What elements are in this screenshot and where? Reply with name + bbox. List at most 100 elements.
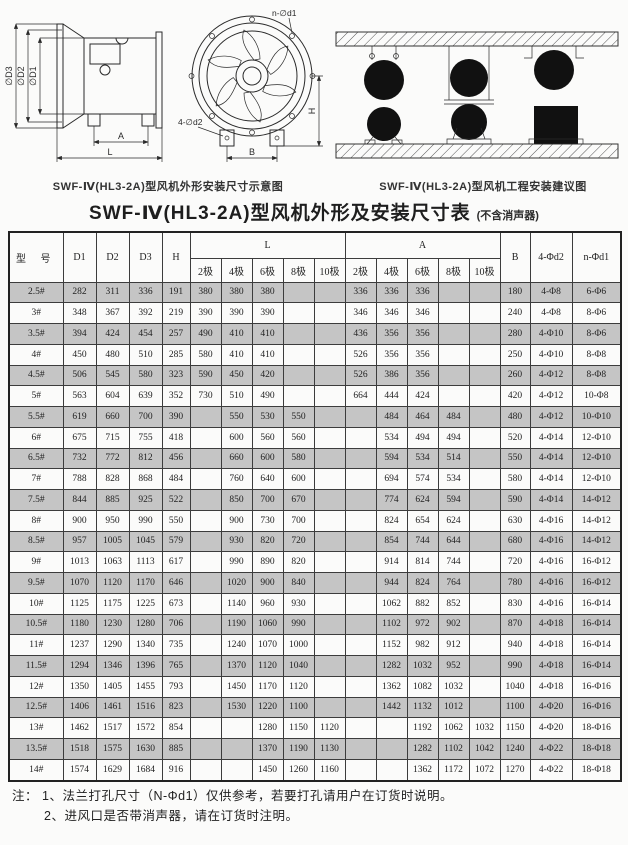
value-cell: 590 <box>189 364 222 387</box>
value-cell: 1240 <box>220 634 253 656</box>
value-cell: 1280 <box>128 613 163 636</box>
dim-label-d3: ∅D3 <box>4 66 14 85</box>
value-cell: 735 <box>161 634 191 656</box>
value-cell: 394 <box>62 323 97 345</box>
value-cell <box>468 343 501 366</box>
value-cell: 1225 <box>128 592 163 615</box>
value-cell: 410 <box>220 343 253 366</box>
value-cell: 646 <box>161 572 191 594</box>
col-header-d3: D3 <box>128 231 163 283</box>
value-cell <box>313 634 346 656</box>
value-cell: 1530 <box>220 696 253 719</box>
value-cell: 4-Φ10 <box>529 323 573 345</box>
value-cell: 580 <box>282 447 315 470</box>
value-cell: 1032 <box>468 717 501 739</box>
value-cell: 450 <box>62 343 97 366</box>
value-cell <box>313 364 346 387</box>
dim-label-4-d2: 4-∅d2 <box>178 117 203 127</box>
value-cell: 418 <box>161 426 191 449</box>
value-cell: 660 <box>220 447 253 470</box>
model-cell: 10.5# <box>8 613 64 636</box>
value-cell: 12-Φ10 <box>571 426 622 449</box>
value-cell: 484 <box>375 406 408 428</box>
value-cell: 1045 <box>128 530 163 553</box>
value-cell: 18-Φ18 <box>571 758 622 782</box>
value-cell: 890 <box>251 551 284 573</box>
value-cell: 774 <box>375 489 408 511</box>
value-cell <box>313 655 346 677</box>
table-row: 3.5# 394 424 454 257 490 410 410 436 356 356 280 4-Φ… <box>8 323 622 345</box>
value-cell: 1450 <box>251 758 284 782</box>
value-cell: 4-Φ8 <box>529 302 573 324</box>
value-cell <box>468 426 501 449</box>
value-cell <box>375 758 408 782</box>
dimension-table: 型 号 D1 D2 D3 H L A B 4-Φd2 n-Φd1 2极 4极 6… <box>8 231 623 782</box>
value-cell: 1082 <box>406 675 439 698</box>
value-cell: 1362 <box>406 758 439 782</box>
value-cell <box>282 302 315 324</box>
value-cell: 10-Φ8 <box>571 385 622 407</box>
value-cell: 1062 <box>437 717 470 739</box>
value-cell: 972 <box>406 613 439 636</box>
value-cell: 336 <box>128 281 163 304</box>
value-cell: 1100 <box>499 696 531 719</box>
col-header-l-6pole: 6极 <box>251 257 284 283</box>
value-cell: 420 <box>499 385 531 407</box>
value-cell: 526 <box>344 364 377 387</box>
value-cell <box>437 281 470 304</box>
value-cell: 824 <box>406 572 439 594</box>
model-cell: 5# <box>8 385 64 407</box>
value-cell: 604 <box>95 385 130 407</box>
value-cell: 580 <box>499 468 531 490</box>
model-cell: 14# <box>8 758 64 782</box>
value-cell: 1516 <box>128 696 163 719</box>
value-cell: 706 <box>161 613 191 636</box>
value-cell: 990 <box>499 655 531 677</box>
value-cell: 191 <box>161 281 191 304</box>
value-cell: 550 <box>282 406 315 428</box>
value-cell: 812 <box>128 447 163 470</box>
value-cell: 367 <box>95 302 130 324</box>
fan-front-view-diagram: n-∅d1 4-∅d2 B H <box>178 8 323 162</box>
value-cell <box>313 302 346 324</box>
value-cell <box>375 717 408 739</box>
value-cell: 1442 <box>375 696 408 719</box>
value-cell: 1063 <box>95 551 130 573</box>
value-cell: 882 <box>406 592 439 615</box>
col-header-a-2pole: 2极 <box>344 257 377 283</box>
model-cell: 10# <box>8 592 64 615</box>
value-cell <box>344 634 377 656</box>
value-cell: 1260 <box>282 758 315 782</box>
value-cell: 1120 <box>313 717 346 739</box>
value-cell: 950 <box>95 509 130 532</box>
value-cell: 4-Φ12 <box>529 406 573 428</box>
value-cell: 4-Φ12 <box>529 385 573 407</box>
value-cell: 764 <box>437 572 470 594</box>
value-cell: 16-Φ14 <box>571 592 622 615</box>
value-cell: 4-Φ10 <box>529 343 573 366</box>
table-row: 7# 788 828 868 484 760 640 600 694 574 534 580 4-Φ14… <box>8 468 622 490</box>
col-header-l-8pole: 8极 <box>282 257 315 283</box>
value-cell: 1040 <box>282 655 315 677</box>
value-cell: 16-Φ14 <box>571 634 622 656</box>
col-header-nphid1: n-Φd1 <box>571 231 622 283</box>
table-row: 2.5# 282 311 336 191 380 380 380 336 336 336 180 4-Φ… <box>8 281 622 304</box>
table-row: 9# 1013 1063 1113 617 990 890 820 914 814 744 720 4-… <box>8 551 622 573</box>
value-cell: 793 <box>161 675 191 698</box>
value-cell: 16-Φ16 <box>571 675 622 698</box>
value-cell: 1630 <box>128 738 163 760</box>
value-cell <box>468 675 501 698</box>
value-cell <box>189 509 222 532</box>
value-cell: 12-Φ10 <box>571 447 622 470</box>
value-cell: 4-Φ16 <box>529 530 573 553</box>
value-cell: 574 <box>406 468 439 490</box>
value-cell: 990 <box>220 551 253 573</box>
value-cell: 450 <box>220 364 253 387</box>
value-cell <box>375 738 408 760</box>
value-cell: 1100 <box>282 696 315 719</box>
value-cell: 4-Φ14 <box>529 447 573 470</box>
model-cell: 5.5# <box>8 406 64 428</box>
value-cell: 8-Φ6 <box>571 323 622 345</box>
value-cell: 10-Φ10 <box>571 406 622 428</box>
table-row: 11# 1237 1290 1340 735 1240 1070 1000 1152 982 912… <box>8 634 622 656</box>
